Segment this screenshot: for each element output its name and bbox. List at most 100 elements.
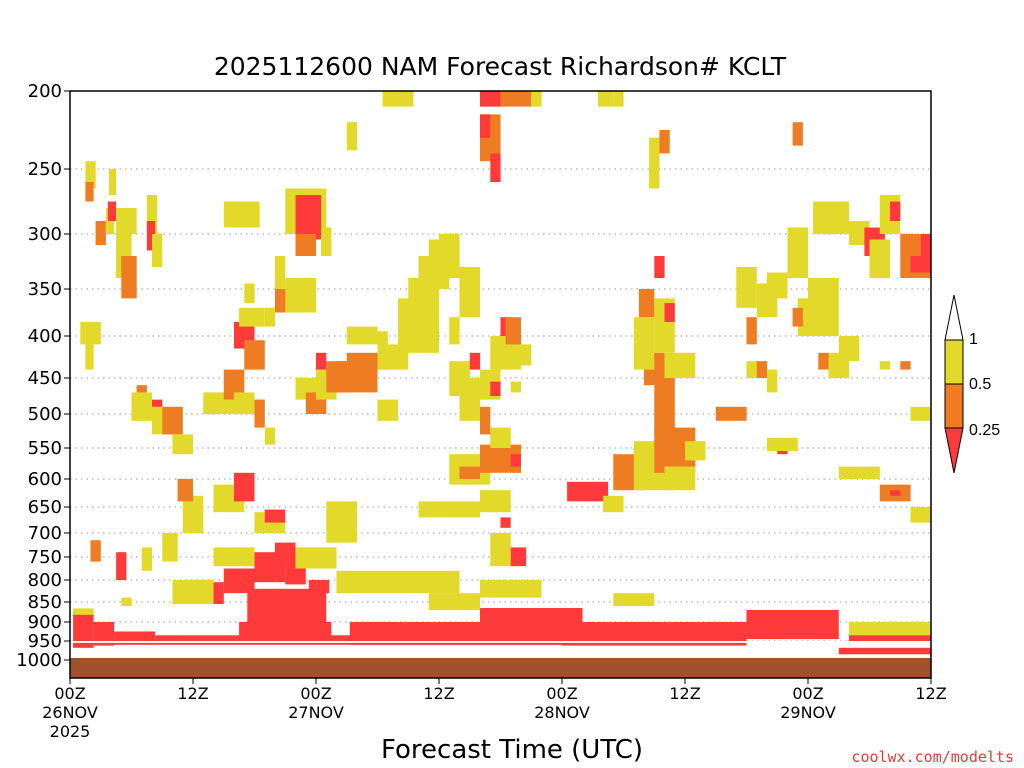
data-cell-orange bbox=[654, 369, 675, 435]
y-tick-label: 1000 bbox=[16, 650, 62, 671]
x-tick-label: 00Z bbox=[792, 684, 823, 703]
data-cell-yellow bbox=[428, 593, 481, 610]
data-cell-yellow bbox=[73, 608, 94, 615]
data-cell-orange bbox=[136, 385, 147, 393]
x-tick-label: 29NOV bbox=[780, 703, 836, 722]
data-cell-red bbox=[295, 195, 322, 240]
data-cell-red bbox=[490, 153, 501, 182]
x-tick-label: 2025 bbox=[50, 722, 91, 741]
data-cells bbox=[73, 91, 932, 657]
data-cell-yellow bbox=[613, 593, 655, 606]
data-cell-yellow bbox=[346, 122, 358, 151]
data-cell-orange bbox=[638, 289, 655, 318]
y-tick-label: 200 bbox=[28, 81, 62, 102]
colorbar-bottom-arrow bbox=[944, 427, 964, 474]
plot-frame bbox=[69, 90, 932, 679]
data-cell-orange bbox=[459, 466, 480, 479]
data-cell-orange bbox=[295, 234, 316, 256]
data-cell-red bbox=[664, 303, 675, 322]
data-cell-yellow bbox=[85, 344, 94, 370]
data-cell-red bbox=[510, 547, 527, 567]
data-cell-yellow bbox=[108, 169, 117, 195]
data-cell-yellow bbox=[449, 317, 460, 345]
x-axis-label: Forecast Time (UTC) bbox=[381, 735, 643, 765]
data-cell-red bbox=[264, 509, 286, 523]
credit-link[interactable]: coolwx.com/modelts bbox=[851, 748, 1014, 766]
data-cell-yellow bbox=[172, 434, 193, 455]
y-tick-label: 300 bbox=[28, 224, 62, 245]
data-cell-yellow bbox=[685, 441, 706, 461]
data-cell-red bbox=[480, 608, 583, 626]
y-tick-label: 400 bbox=[28, 326, 62, 347]
data-cell-red bbox=[146, 221, 156, 251]
data-cell-orange bbox=[500, 91, 532, 107]
data-cell-yellow bbox=[234, 392, 255, 414]
data-cell-orange bbox=[756, 361, 768, 378]
data-cell-yellow bbox=[490, 533, 511, 567]
data-cell-yellow bbox=[377, 399, 398, 421]
x-tick-label: 27NOV bbox=[288, 703, 344, 722]
data-cell-yellow bbox=[531, 91, 542, 107]
data-cell-yellow bbox=[767, 272, 788, 299]
data-cell-orange bbox=[177, 479, 193, 502]
data-cell-yellow bbox=[321, 227, 332, 256]
data-cell-yellow bbox=[295, 547, 337, 569]
y-tick-label: 250 bbox=[28, 159, 62, 180]
data-cell-yellow bbox=[377, 331, 388, 370]
data-cell-yellow bbox=[126, 208, 137, 234]
y-tick-label: 600 bbox=[28, 469, 62, 490]
y-tick-label: 850 bbox=[28, 592, 62, 613]
data-cell-orange bbox=[505, 317, 521, 345]
y-tick-label: 350 bbox=[28, 279, 62, 300]
y-tick-label: 700 bbox=[28, 523, 62, 544]
data-cell-yellow bbox=[597, 91, 614, 107]
x-tick-label: 00Z bbox=[54, 684, 85, 703]
data-cell-red bbox=[93, 622, 115, 646]
data-cell-orange bbox=[85, 182, 94, 202]
data-cell-orange bbox=[223, 369, 245, 400]
data-cell-red bbox=[480, 91, 501, 107]
data-cell-yellow bbox=[849, 622, 931, 636]
data-cell-yellow bbox=[213, 547, 255, 567]
x-tick-label: 28NOV bbox=[534, 703, 590, 722]
colorbar-label-0-5: 0.5 bbox=[969, 376, 991, 393]
data-cell-red bbox=[510, 454, 521, 467]
data-cell-yellow bbox=[879, 361, 891, 370]
data-cell-red bbox=[234, 472, 255, 502]
data-cell-red bbox=[890, 490, 901, 496]
data-cell-yellow bbox=[521, 344, 532, 366]
data-cell-orange bbox=[715, 406, 747, 421]
data-cell-yellow bbox=[326, 501, 358, 543]
data-cell-yellow bbox=[223, 201, 260, 228]
data-cell-yellow bbox=[490, 427, 511, 448]
y-tick-label: 900 bbox=[28, 612, 62, 633]
data-cell-orange bbox=[90, 540, 101, 562]
data-cell-yellow bbox=[264, 427, 276, 445]
data-cell-yellow bbox=[813, 201, 849, 234]
data-cell-red bbox=[920, 234, 932, 256]
data-cell-yellow bbox=[336, 570, 460, 594]
data-cell-yellow bbox=[182, 495, 204, 533]
data-cell-orange bbox=[792, 122, 803, 146]
plot-area bbox=[69, 90, 932, 679]
data-cell-yellow bbox=[382, 91, 414, 107]
data-cell-red bbox=[490, 381, 501, 396]
data-cell-yellow bbox=[797, 298, 819, 336]
data-cell-red bbox=[910, 256, 931, 273]
data-cell-yellow bbox=[633, 317, 655, 370]
data-cell-yellow bbox=[244, 283, 255, 304]
data-cell-orange bbox=[792, 307, 803, 327]
data-cell-red bbox=[469, 352, 481, 370]
y-tick-label: 450 bbox=[28, 368, 62, 389]
data-cell-yellow bbox=[736, 267, 757, 308]
colorbar-legend: 1 0.5 0.25 bbox=[944, 294, 1000, 474]
data-cell-yellow bbox=[346, 326, 378, 345]
data-cell-red bbox=[567, 481, 609, 502]
data-cell-yellow bbox=[80, 321, 101, 345]
data-cell-red bbox=[562, 622, 747, 646]
data-cell-yellow bbox=[131, 392, 152, 421]
data-cell-red bbox=[500, 517, 511, 528]
y-tick-label: 950 bbox=[28, 631, 62, 652]
